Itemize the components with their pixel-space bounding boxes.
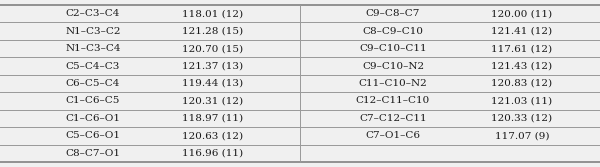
Text: 117.61 (12): 117.61 (12)	[491, 44, 553, 53]
Text: 121.41 (12): 121.41 (12)	[491, 27, 553, 36]
Text: 118.97 (11): 118.97 (11)	[182, 114, 244, 123]
Text: C5–C4–C3: C5–C4–C3	[66, 62, 120, 71]
Text: 117.07 (9): 117.07 (9)	[495, 131, 549, 140]
Text: 118.01 (12): 118.01 (12)	[182, 9, 244, 18]
Text: C12–C11–C10: C12–C11–C10	[356, 96, 430, 105]
Text: 120.33 (12): 120.33 (12)	[491, 114, 553, 123]
Text: N1–C3–C4: N1–C3–C4	[65, 44, 121, 53]
Text: 119.44 (13): 119.44 (13)	[182, 79, 244, 88]
Text: 116.96 (11): 116.96 (11)	[182, 149, 244, 158]
Text: 121.28 (15): 121.28 (15)	[182, 27, 244, 36]
Text: C9–C8–C7: C9–C8–C7	[366, 9, 420, 18]
Text: 120.00 (11): 120.00 (11)	[491, 9, 553, 18]
Text: C5–C6–O1: C5–C6–O1	[65, 131, 121, 140]
Text: C8–C9–C10: C8–C9–C10	[362, 27, 424, 36]
Text: 120.63 (12): 120.63 (12)	[182, 131, 244, 140]
Text: 120.83 (12): 120.83 (12)	[491, 79, 553, 88]
Text: C11–C10–N2: C11–C10–N2	[359, 79, 427, 88]
Text: C7–O1–C6: C7–O1–C6	[365, 131, 421, 140]
Text: C8–C7–O1: C8–C7–O1	[65, 149, 121, 158]
Text: C9–C10–N2: C9–C10–N2	[362, 62, 424, 71]
Text: 121.37 (13): 121.37 (13)	[182, 62, 244, 71]
Text: 120.31 (12): 120.31 (12)	[182, 96, 244, 105]
Text: 121.43 (12): 121.43 (12)	[491, 62, 553, 71]
Text: N1–C3–C2: N1–C3–C2	[65, 27, 121, 36]
Text: C7–C12–C11: C7–C12–C11	[359, 114, 427, 123]
Text: C2–C3–C4: C2–C3–C4	[66, 9, 120, 18]
Text: C9–C10–C11: C9–C10–C11	[359, 44, 427, 53]
Text: 121.03 (11): 121.03 (11)	[491, 96, 553, 105]
Text: C1–C6–C5: C1–C6–C5	[66, 96, 120, 105]
Text: 120.70 (15): 120.70 (15)	[182, 44, 244, 53]
Text: C6–C5–C4: C6–C5–C4	[66, 79, 120, 88]
Text: C1–C6–O1: C1–C6–O1	[65, 114, 121, 123]
